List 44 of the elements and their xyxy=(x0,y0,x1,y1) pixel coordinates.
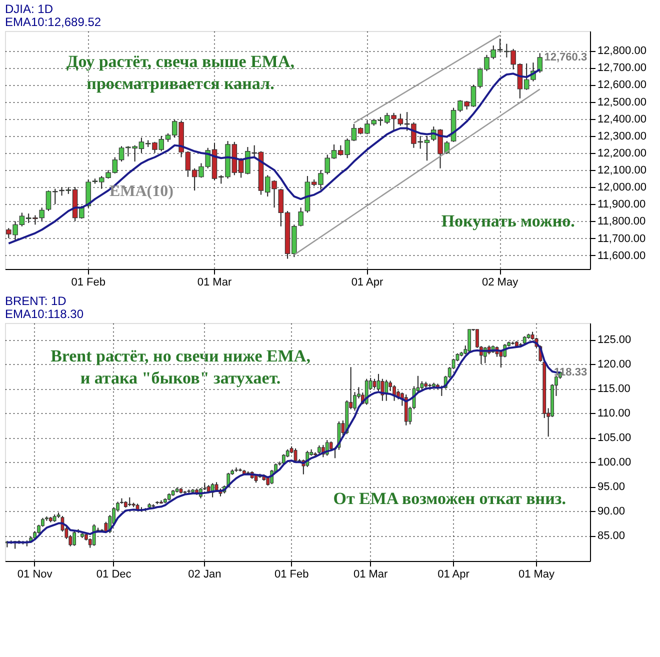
x-tick-label: 01 Mar xyxy=(197,276,232,288)
y-tick-label: 12,200.00 xyxy=(598,147,646,160)
chart-subtitle: EMA10:12,689.52 xyxy=(5,15,102,29)
annotation: От EMA возможен откат вниз. xyxy=(333,489,566,508)
text: 12,760.3 xyxy=(544,51,588,64)
y-tick-label: 12,300.00 xyxy=(598,130,646,142)
y-tick-label: 11,900.00 xyxy=(598,198,646,211)
y-tick-label: 12,600.00 xyxy=(598,79,646,92)
y-tick-label: 95.00 xyxy=(598,481,626,494)
annotation: Покупать можно. xyxy=(441,211,575,230)
y-tick-label: 125.00 xyxy=(598,334,632,346)
y-tick-label: 115.00 xyxy=(598,383,630,396)
y-tick-label: 105.00 xyxy=(598,432,632,444)
y-tick-label: 120.00 xyxy=(598,358,632,371)
chart-title: BRENT: 1D xyxy=(5,294,67,308)
y-tick-label: 12,100.00 xyxy=(598,164,646,177)
annotation: Brent растёт, но свечи ниже EMA, и атака "быков" затухает. xyxy=(50,346,310,388)
x-tick-label: 01 Dec xyxy=(96,568,132,580)
y-tick-label: 11,800.00 xyxy=(598,216,646,228)
chart-subtitle: EMA10:118.30 xyxy=(5,307,84,321)
x-tick-label: 01 Mar xyxy=(353,568,388,580)
y-tick-label: 100.00 xyxy=(598,456,632,469)
y-tick-label: 12,500.00 xyxy=(598,96,646,108)
y-tick-label: 85.00 xyxy=(598,530,626,542)
annotation: 118.33 xyxy=(554,366,588,378)
y-tick-label: 90.00 xyxy=(598,506,626,518)
x-tick-label: 01 Apr xyxy=(351,276,384,288)
series-label: EMA(10) xyxy=(109,183,174,200)
y-tick-label: 12,800.00 xyxy=(598,45,646,58)
y-tick-label: 11,700.00 xyxy=(598,232,646,245)
chart-title: DJIA: 1D xyxy=(5,2,54,16)
y-tick-label: 12,000.00 xyxy=(598,182,646,194)
y-tick-label: 12,700.00 xyxy=(598,62,646,74)
x-tick-label: 02 Jan xyxy=(188,568,222,580)
annotation: Доу растёт, свеча выше EMA, просматривается канал. xyxy=(66,52,294,93)
y-tick-label: 11,600.00 xyxy=(598,250,646,262)
x-tick-label: 01 Feb xyxy=(274,568,309,580)
x-tick-label: 01 Apr xyxy=(438,568,470,580)
x-tick-label: 01 Feb xyxy=(71,276,106,288)
y-tick-label: 12,400.00 xyxy=(598,113,646,126)
y-tick-label: 110.00 xyxy=(598,408,630,420)
x-tick-label: 01 Nov xyxy=(17,568,53,580)
x-tick-label: 02 May xyxy=(482,276,519,288)
x-tick-label: 01 May xyxy=(518,568,556,580)
